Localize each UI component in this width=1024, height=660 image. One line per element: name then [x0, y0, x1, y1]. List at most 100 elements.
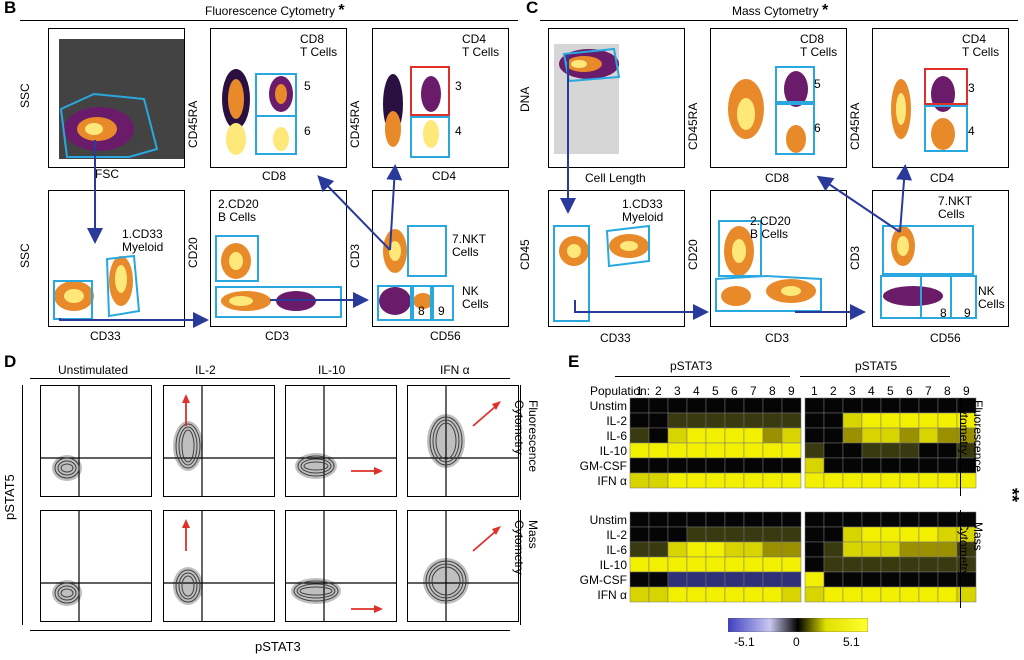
heat-cell	[686, 526, 707, 543]
heat-cell	[937, 427, 958, 444]
row-label: IL-6	[606, 543, 627, 557]
population-5: 5	[887, 384, 894, 398]
heat-cell	[804, 412, 825, 429]
heat-cell	[880, 586, 901, 603]
heat-cell	[937, 457, 958, 474]
heat-cell	[861, 457, 882, 474]
heat-cell	[686, 556, 707, 573]
heat-cell	[842, 397, 863, 414]
heat-cell	[804, 526, 825, 543]
row-label: IL-6	[606, 429, 627, 443]
heat-cell	[648, 526, 669, 543]
heat-cell	[918, 526, 939, 543]
heat-cell	[762, 511, 783, 528]
heat-cell	[804, 397, 825, 414]
heat-cell	[823, 541, 844, 558]
heat-cell	[861, 472, 882, 489]
heat-cell	[937, 511, 958, 528]
heat-cell	[899, 412, 920, 429]
row-label: Unstim	[589, 513, 627, 527]
heat-cell	[629, 397, 650, 414]
heat-cell	[937, 526, 958, 543]
density-plot	[377, 225, 454, 321]
heat-cell	[629, 511, 650, 528]
density-plot	[728, 66, 815, 155]
heat-cell	[842, 571, 863, 588]
heat-cell	[781, 442, 802, 459]
heat-cell	[724, 526, 745, 543]
panel-label-d: D	[4, 352, 17, 371]
heat-cell	[667, 442, 688, 459]
group-pstat3: pSTAT3	[670, 359, 713, 373]
col-il2: IL-2	[195, 363, 216, 377]
heat-cell	[743, 511, 764, 528]
population-9: 9	[788, 384, 795, 398]
heat-cell	[899, 442, 920, 459]
heat-cell	[880, 556, 901, 573]
heat-cell	[823, 526, 844, 543]
heat-cell	[823, 556, 844, 573]
pstat-plot-1-3	[407, 510, 519, 622]
heat-cell	[804, 586, 825, 603]
heat-cell	[861, 397, 882, 414]
heat-cell	[667, 397, 688, 414]
heat-cell	[743, 571, 764, 588]
population-6: 6	[906, 384, 913, 398]
heat-cell	[937, 586, 958, 603]
heat-cell	[686, 511, 707, 528]
heat-cell	[629, 571, 650, 588]
contour-plot	[286, 511, 396, 621]
population-7: 7	[750, 384, 757, 398]
heat-cell	[667, 541, 688, 558]
axis-c-cd4: CD4	[930, 171, 955, 185]
heat-cell	[880, 472, 901, 489]
heat-cell	[724, 457, 745, 474]
row-label: GM-CSF	[579, 459, 627, 473]
scale-mid: 0	[793, 635, 800, 649]
heat-cell	[842, 556, 863, 573]
heat-cell	[918, 571, 939, 588]
row-label: IL-10	[599, 444, 627, 458]
panel-b-arrows	[59, 140, 403, 328]
heat-cell	[899, 586, 920, 603]
plot-c-dna-celllength	[548, 28, 685, 168]
heat-cell	[724, 412, 745, 429]
heat-cell	[686, 427, 707, 444]
heat-cell	[861, 571, 882, 588]
axis-c-cd8: CD8	[765, 171, 790, 185]
heat-cell	[804, 556, 825, 573]
block-label-mass: Mass Cytometry	[957, 522, 985, 577]
heat-cell	[804, 571, 825, 588]
heat-cell	[724, 541, 745, 558]
population-8: 8	[944, 384, 951, 398]
heat-cell	[724, 442, 745, 459]
heat-cell	[937, 541, 958, 558]
gate-c-nk: NK Cells	[978, 284, 1005, 311]
population-7: 7	[925, 384, 932, 398]
contour-plot	[286, 386, 396, 496]
heat-cell	[686, 571, 707, 588]
panel-c-arrows	[560, 55, 913, 320]
pstat-plot-1-2	[285, 510, 397, 622]
heat-cell	[724, 397, 745, 414]
population-6: 6	[731, 384, 738, 398]
heat-cell	[648, 541, 669, 558]
heat-cell	[823, 571, 844, 588]
pstat-plot-1-0	[40, 510, 152, 622]
heat-cell	[899, 457, 920, 474]
heat-cell	[781, 571, 802, 588]
heat-cell	[743, 541, 764, 558]
heat-cell	[781, 472, 802, 489]
axis-pstat3: pSTAT3	[255, 639, 301, 654]
heat-cell	[823, 412, 844, 429]
heat-cell	[724, 556, 745, 573]
heat-cell	[686, 472, 707, 489]
heat-cell	[918, 556, 939, 573]
heat-cell	[899, 397, 920, 414]
gate-6: 6	[304, 124, 311, 138]
heat-cell	[667, 526, 688, 543]
panel-b-title: Fluorescence Cytometry *	[205, 2, 345, 19]
axis-c-cd56: CD56	[930, 331, 961, 345]
panel-label-c: C	[526, 0, 539, 17]
heat-cell	[861, 586, 882, 603]
